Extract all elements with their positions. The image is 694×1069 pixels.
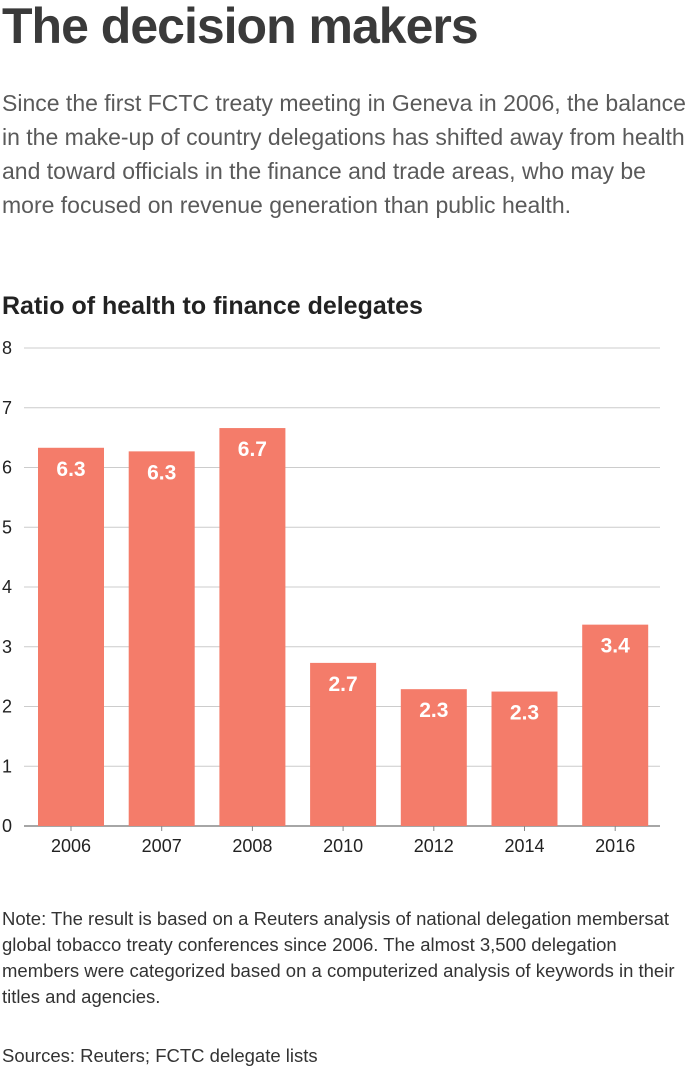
x-tick-label: 2006 xyxy=(51,836,91,856)
y-axis-ticks: 0 1 2 3 4 5 6 7 8 xyxy=(2,338,12,836)
x-tick-label: 2016 xyxy=(595,836,635,856)
bar xyxy=(491,691,558,826)
headline: The decision makers xyxy=(2,0,479,54)
y-tick-label: 3 xyxy=(2,637,12,657)
footnote: Note: The result is based on a Reuters a… xyxy=(2,908,675,1007)
bar-value-label: 2.3 xyxy=(510,702,539,725)
x-tick-label: 2007 xyxy=(142,836,182,856)
x-tick-label: 2014 xyxy=(504,836,544,856)
dek: Since the first FCTC treaty meeting in G… xyxy=(2,90,686,218)
chart-title: Ratio of health to finance delegates xyxy=(2,292,423,320)
bars: 6.3 6.3 6.7 2.7 2.3 2.3 3.4 xyxy=(38,428,649,826)
y-tick-label: 8 xyxy=(2,338,12,358)
x-axis-ticks: 2006 2007 2008 2010 2012 2014 2016 xyxy=(51,826,635,856)
y-tick-label: 2 xyxy=(2,697,12,717)
bar xyxy=(582,624,649,826)
bar xyxy=(310,662,377,826)
bar-value-label: 3.4 xyxy=(601,635,631,658)
y-tick-label: 4 xyxy=(2,577,12,597)
bar-value-label: 6.7 xyxy=(238,438,267,461)
bar-value-label: 6.3 xyxy=(56,458,85,481)
bar-value-label: 2.7 xyxy=(328,673,357,696)
source-line: Sources: Reuters; FCTC delegate lists xyxy=(2,1045,318,1066)
bar xyxy=(400,689,467,826)
bar xyxy=(219,428,286,826)
x-tick-label: 2008 xyxy=(232,836,272,856)
y-tick-label: 6 xyxy=(2,458,12,478)
y-tick-label: 7 xyxy=(2,398,12,418)
bar-value-label: 2.3 xyxy=(419,699,448,722)
bar xyxy=(38,447,104,826)
y-tick-label: 1 xyxy=(2,756,12,776)
bar-chart: 0 1 2 3 4 5 6 7 8 6.3 6.3 6.7 2.7 2.3 2.3 3.4 2006 2007… xyxy=(2,338,660,856)
bar-value-label: 6.3 xyxy=(147,461,176,484)
y-tick-label: 5 xyxy=(2,517,12,537)
x-tick-label: 2010 xyxy=(323,836,363,856)
y-tick-label: 0 xyxy=(2,816,12,836)
x-tick-label: 2012 xyxy=(414,836,454,856)
bar xyxy=(128,451,195,826)
